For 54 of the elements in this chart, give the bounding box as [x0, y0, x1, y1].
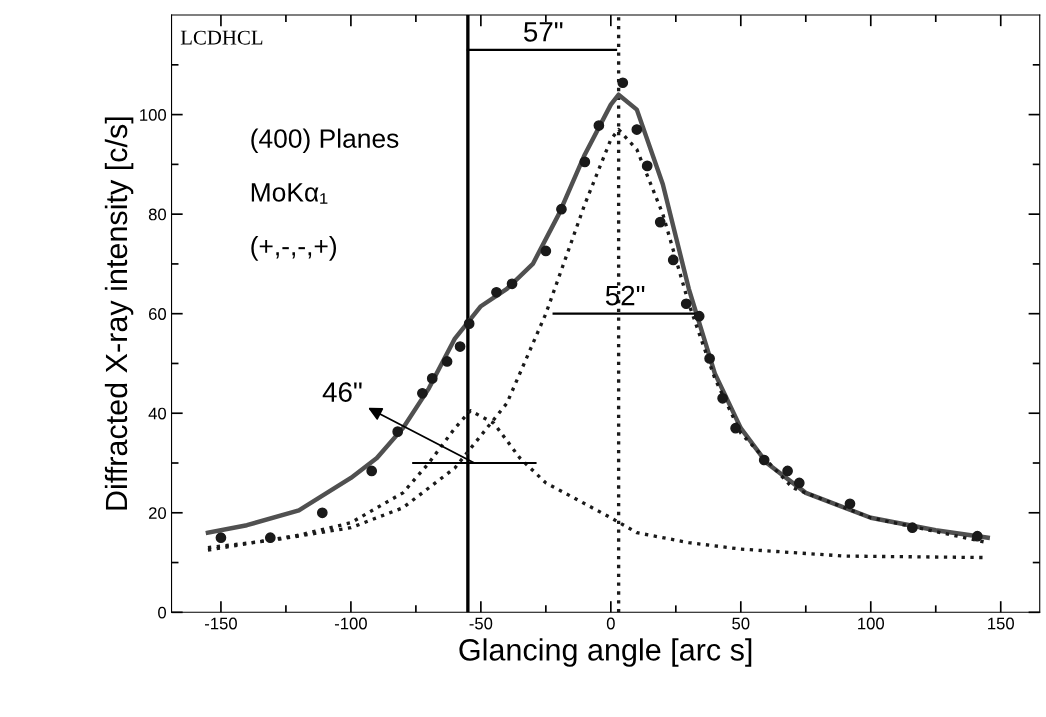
y-tick-label: 40 [148, 407, 167, 420]
point [215, 532, 227, 544]
point [631, 124, 643, 135]
point [392, 426, 404, 438]
point [654, 216, 666, 228]
annotation: LCDHCL [180, 30, 263, 45]
point [463, 318, 475, 329]
x-tick-label: 150 [988, 617, 1014, 630]
point [491, 286, 502, 298]
point [417, 387, 428, 399]
point [641, 160, 653, 172]
point [717, 392, 728, 404]
x-tick-label: 50 [732, 617, 750, 630]
point [730, 422, 741, 434]
y-tick-label: 0 [158, 606, 167, 619]
point [844, 498, 856, 510]
point [441, 356, 453, 367]
x-tick-label: -50 [469, 617, 493, 630]
annotation: 46" [322, 382, 362, 402]
y-axis-title: Diffracted X-ray intensity [c/s] [104, 117, 134, 510]
x-tick-label: 100 [858, 617, 885, 630]
point [680, 298, 692, 310]
point [366, 465, 378, 477]
y-tick-label: 80 [148, 208, 167, 221]
point [693, 310, 705, 322]
annotation: (400) Planes [251, 128, 399, 154]
x-tick-label: 0 [606, 617, 615, 630]
point [793, 477, 805, 489]
y-tick-label: 100 [140, 109, 167, 121]
point [782, 465, 793, 477]
annotation: 57" [523, 22, 563, 42]
x-tick-label: -100 [334, 617, 367, 630]
annotation: MoKα₁ [251, 183, 328, 204]
point [264, 532, 276, 544]
point [758, 454, 770, 466]
x-tick-label: -150 [204, 617, 237, 630]
point [704, 353, 715, 364]
annotation: (+,-,-,+) [251, 236, 337, 261]
point [971, 530, 983, 542]
point [556, 203, 567, 215]
point [426, 373, 438, 384]
point [540, 245, 552, 257]
point [579, 156, 591, 168]
y-tick-label: 20 [148, 507, 167, 519]
point [907, 522, 918, 534]
point [506, 278, 518, 290]
point [454, 341, 466, 352]
point [593, 120, 605, 131]
annotation: 52" [605, 285, 645, 306]
x-axis-title: Glancing angle [arc s] [459, 638, 752, 667]
point [667, 254, 679, 266]
point [316, 507, 328, 519]
y-tick-label: 60 [148, 308, 167, 320]
point [617, 77, 629, 89]
